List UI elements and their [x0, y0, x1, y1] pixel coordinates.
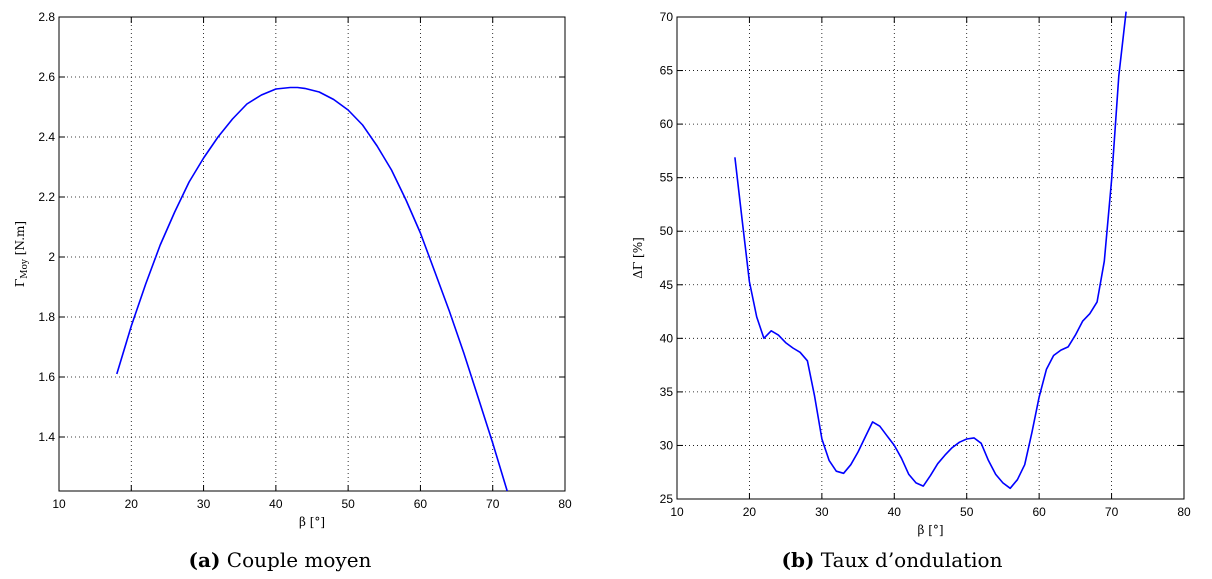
caption-a-tag: (a) [188, 548, 221, 572]
chart-a-x-axis-label: β [°] [299, 515, 325, 529]
chart-b-plot-frame [676, 16, 1185, 500]
chart-b-y-axis-label: ΔΓ [%] [631, 237, 645, 279]
chart-a-x-tick-label: 20 [125, 497, 139, 511]
chart-a-x-tick-label: 40 [269, 497, 283, 511]
chart-a-y-tick-label: 2.2 [38, 190, 55, 204]
chart-b-x-axis-label: β [°] [917, 523, 943, 537]
chart-b-y-tick-label: 60 [660, 117, 674, 131]
chart-a-x-tick-label: 50 [341, 497, 355, 511]
chart-a-x-tick-label: 70 [486, 497, 500, 511]
chart-b-y-tick-label: 70 [660, 10, 674, 24]
chart-a-x-tick-label: 10 [52, 497, 66, 511]
chart-b-y-tick-label: 45 [660, 278, 674, 292]
chart-a-y-tick-label: 2.4 [38, 130, 55, 144]
chart-b-x-tick-label: 70 [1105, 505, 1119, 519]
chart-b-y-tick-label: 40 [660, 331, 674, 345]
chart-a-y-axis-label: ΓMoy [N.m] [13, 221, 30, 287]
chart-a-series-line [116, 86, 508, 492]
chart-a-y-tick-label: 2.6 [38, 70, 55, 84]
chart-a-svg: 10 20 30 40 50 60 70 80 1.4 1.6 1.8 2 2.2 2.4 2.6 2.8 β … [13, 10, 572, 529]
chart-b-y-tick-label: 55 [660, 171, 674, 185]
chart-b-y-tick-label: 35 [660, 385, 674, 399]
chart-b-y-tick-label: 65 [660, 64, 674, 78]
chart-a-x-tick-label: 60 [414, 497, 428, 511]
caption-b: (b) Taux d’ondulation [712, 548, 1072, 572]
caption-b-tag: (b) [781, 548, 815, 572]
caption-a: (a) Couple moyen [100, 548, 460, 572]
chart-b-x-tick-label: 30 [815, 505, 829, 519]
chart-a-y-tick-label: 2 [48, 250, 55, 264]
chart-panel-a: 10 20 30 40 50 60 70 80 1.4 1.6 1.8 2 2.2 2.4 2.6 2.8 β … [13, 10, 572, 572]
chart-a-x-tick-label: 30 [197, 497, 211, 511]
chart-panel-b: 10 20 30 40 50 60 70 80 25 30 35 40 45 50 55 60 65 70 β [°… [606, 0, 1212, 579]
chart-b-x-tick-label: 20 [743, 505, 757, 519]
chart-b-y-tick-label: 50 [660, 224, 674, 238]
chart-b-x-tick-label: 80 [1177, 505, 1191, 519]
chart-b-series-line [734, 11, 1127, 490]
chart-a-x-tick-label: 80 [558, 497, 572, 511]
chart-a-y-tick-label: 2.8 [38, 10, 55, 24]
chart-b-x-tick-label: 10 [670, 505, 684, 519]
chart-b-x-tick-label: 50 [960, 505, 974, 519]
chart-a-y-tick-label: 1.8 [38, 310, 55, 324]
chart-b-x-tick-label: 40 [888, 505, 902, 519]
caption-b-text: Taux d’ondulation [820, 548, 1003, 572]
chart-a-plot-frame [58, 16, 566, 492]
chart-b-svg: 10 20 30 40 50 60 70 80 25 30 35 40 45 50 55 60 65 70 β [°… [631, 10, 1191, 537]
chart-b-y-tick-label: 25 [660, 492, 674, 506]
chart-b-x-tick-label: 60 [1032, 505, 1046, 519]
caption-a-text: Couple moyen [226, 548, 372, 572]
chart-a-y-tick-label: 1.4 [38, 430, 55, 444]
chart-b-y-tick-label: 30 [660, 438, 674, 452]
chart-a-y-tick-label: 1.6 [38, 370, 55, 384]
